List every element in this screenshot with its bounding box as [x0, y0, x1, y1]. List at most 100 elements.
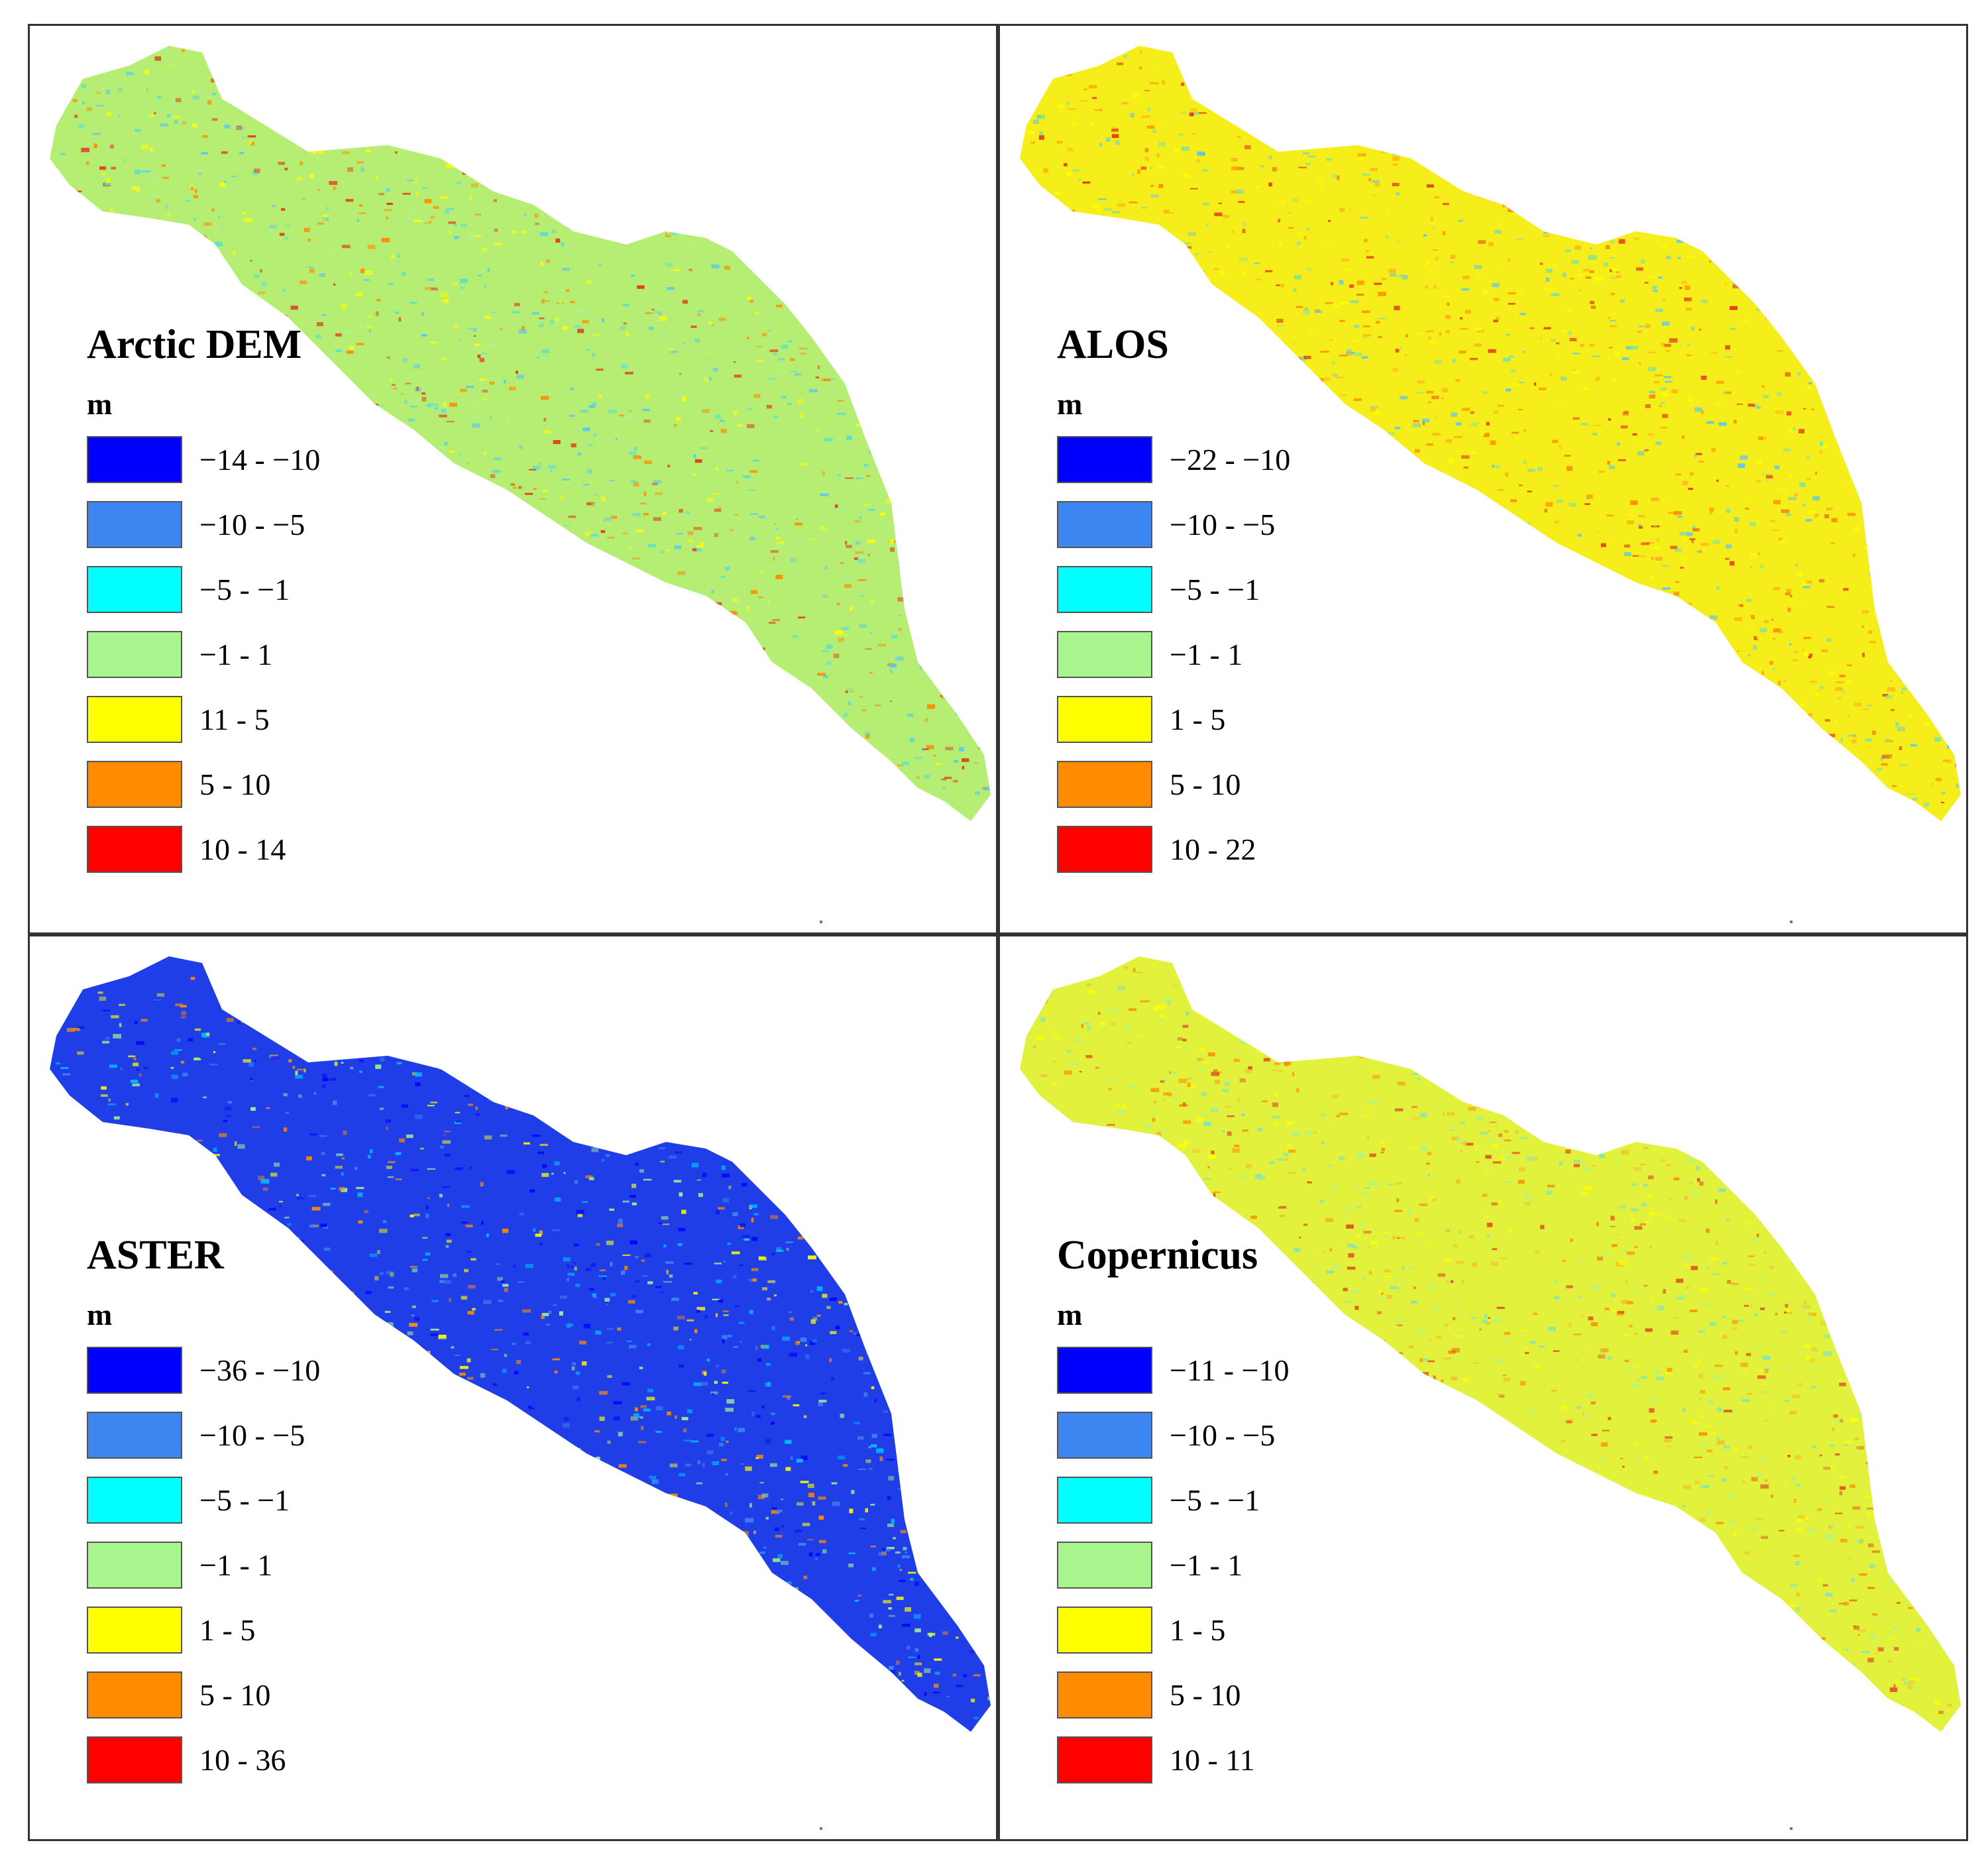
legend-label: 1 - 5	[199, 1613, 256, 1647]
legend-unit: m	[87, 387, 113, 421]
legend-label: −14 - −10	[199, 443, 321, 477]
legend-item: −10 - −5	[1057, 500, 1290, 549]
panel-arctic-dem: Arctic DEM m −14 - −10 −10 - −5 −5 - −1 …	[28, 24, 998, 934]
basin-area	[1020, 956, 1961, 1732]
legend-unit: m	[87, 1298, 113, 1331]
legend-label: −10 - −5	[199, 1418, 305, 1452]
legend: Copernicus m −11 - −10 −10 - −5 −5 - −1 …	[1057, 1235, 1290, 1801]
legend-label: −1 - 1	[199, 1548, 273, 1582]
map-marker-dot	[1790, 1827, 1793, 1830]
legend-swatch	[87, 826, 182, 873]
legend-swatch	[87, 631, 182, 678]
legend-label: 1 - 5	[1170, 1613, 1226, 1647]
legend-swatch	[1057, 761, 1152, 808]
legend-swatch	[87, 1671, 182, 1719]
legend-item: −1 - 1	[87, 630, 320, 679]
legend-label: −10 - −5	[1170, 508, 1276, 541]
panel-aster: ASTER m −36 - −10 −10 - −5 −5 - −1 −1 - …	[28, 934, 998, 1841]
legend-label: −5 - −1	[1170, 573, 1260, 606]
legend-swatch	[1057, 501, 1152, 548]
legend-item: 5 - 10	[87, 1671, 320, 1719]
legend-swatch	[1057, 436, 1152, 483]
legend-swatch	[87, 1542, 182, 1589]
legend-swatch	[87, 436, 182, 483]
legend-item: 5 - 10	[87, 760, 320, 809]
dem-difference-map-aster	[50, 956, 991, 1732]
legend-label: −22 - −10	[1170, 443, 1291, 477]
legend-label: −10 - −5	[199, 508, 305, 541]
legend-swatch	[87, 1736, 182, 1783]
legend-item: 1 - 5	[1057, 1606, 1290, 1654]
legend-item: −1 - 1	[1057, 630, 1290, 679]
legend-swatch	[1057, 1477, 1152, 1524]
legend-item: 1 - 5	[87, 1606, 320, 1654]
legend-item: −36 - −10	[87, 1346, 320, 1394]
legend-item: −10 - −5	[87, 1411, 320, 1459]
legend-item: −10 - −5	[87, 500, 320, 549]
legend-item: 5 - 10	[1057, 1671, 1290, 1719]
legend-item: −10 - −5	[1057, 1411, 1290, 1459]
legend-swatch	[1057, 631, 1152, 678]
legend-label: −10 - −5	[1170, 1418, 1276, 1452]
legend: ASTER m −36 - −10 −10 - −5 −5 - −1 −1 - …	[87, 1235, 320, 1801]
legend-swatch	[1057, 1412, 1152, 1459]
legend-label: −5 - −1	[199, 1483, 290, 1517]
legend-swatch	[1057, 1542, 1152, 1589]
legend-label: 5 - 10	[1170, 1678, 1241, 1712]
legend-swatch	[1057, 1671, 1152, 1719]
legend-item: −1 - 1	[1057, 1541, 1290, 1589]
legend-item: −5 - −1	[1057, 1476, 1290, 1524]
map-marker-dot	[820, 1827, 822, 1830]
legend-swatch	[87, 566, 182, 613]
legend-label: 10 - 22	[1170, 832, 1256, 866]
legend-label: 5 - 10	[199, 1678, 271, 1712]
legend-item: −14 - −10	[87, 435, 320, 484]
map-title: ALOS	[1057, 322, 1169, 367]
legend-swatch	[1057, 566, 1152, 613]
legend-swatch	[87, 1607, 182, 1654]
legend-item: −5 - −1	[1057, 565, 1290, 614]
legend-unit: m	[1057, 387, 1083, 421]
legend-item: 11 - 5	[87, 695, 320, 744]
legend-label: 5 - 10	[199, 767, 271, 801]
legend-item: 10 - 36	[87, 1736, 320, 1784]
legend-item: −11 - −10	[1057, 1346, 1290, 1394]
legend-swatch	[1057, 696, 1152, 743]
legend-label: 5 - 10	[1170, 767, 1241, 801]
legend-label: 1 - 5	[1170, 703, 1226, 736]
legend-item: −5 - −1	[87, 565, 320, 614]
map-title: Copernicus	[1057, 1233, 1258, 1278]
legend: ALOS m −22 - −10 −10 - −5 −5 - −1 −1 - 1…	[1057, 324, 1290, 890]
legend-item: 1 - 5	[1057, 695, 1290, 744]
legend-swatch	[87, 501, 182, 548]
basin-area	[50, 956, 991, 1732]
legend-label: −5 - −1	[1170, 1483, 1260, 1517]
map-marker-dot	[1790, 921, 1793, 923]
legend-swatch	[87, 1412, 182, 1459]
panel-alos: ALOS m −22 - −10 −10 - −5 −5 - −1 −1 - 1…	[998, 24, 1968, 934]
legend-swatch	[87, 761, 182, 808]
legend-item: 10 - 22	[1057, 825, 1290, 874]
legend-swatch	[1057, 826, 1152, 873]
legend-swatch	[87, 696, 182, 743]
dem-difference-map-copernicus	[1020, 956, 1961, 1732]
panel-copernicus: Copernicus m −11 - −10 −10 - −5 −5 - −1 …	[998, 934, 1968, 1841]
legend-item: 10 - 11	[1057, 1736, 1290, 1784]
legend-label: 10 - 14	[199, 832, 286, 866]
legend-label: 10 - 11	[1170, 1743, 1255, 1777]
legend-label: −11 - −10	[1170, 1353, 1290, 1387]
legend-label: 11 - 5	[199, 703, 270, 736]
basin-area	[1020, 46, 1961, 821]
legend: Arctic DEM m −14 - −10 −10 - −5 −5 - −1 …	[87, 324, 320, 890]
map-marker-dot	[820, 921, 822, 923]
legend-label: −1 - 1	[1170, 1548, 1243, 1582]
legend-swatch	[1057, 1347, 1152, 1394]
legend-label: −1 - 1	[1170, 638, 1243, 671]
legend-label: 10 - 36	[199, 1743, 286, 1777]
legend-label: −1 - 1	[199, 638, 273, 671]
legend-unit: m	[1057, 1298, 1083, 1331]
legend-swatch	[87, 1477, 182, 1524]
legend-swatch	[1057, 1736, 1152, 1783]
legend-label: −5 - −1	[199, 573, 290, 606]
legend-label: −36 - −10	[199, 1353, 321, 1387]
